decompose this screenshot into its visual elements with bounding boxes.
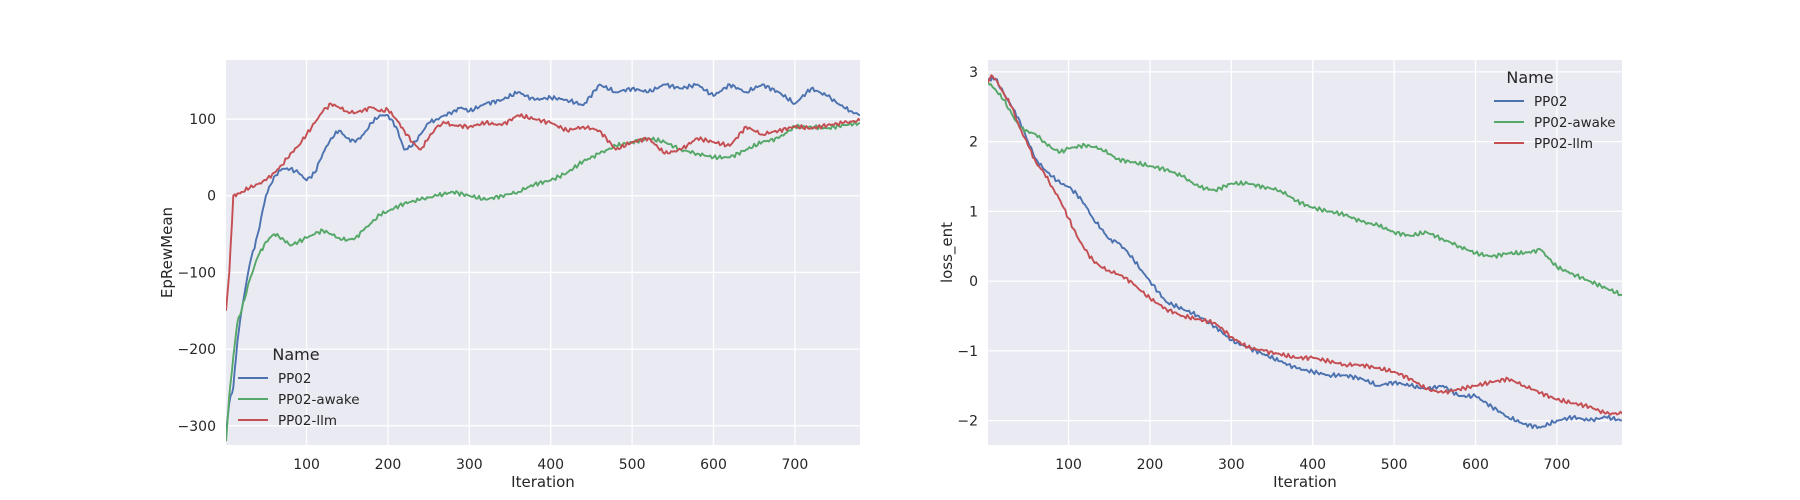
series-line-pp02 xyxy=(988,75,1622,430)
legend-label: PP02-awake xyxy=(1534,115,1616,131)
x-tick-label: 500 xyxy=(619,457,646,473)
y-tick-label: −300 xyxy=(178,419,216,435)
series-line-pp02-awake xyxy=(988,81,1622,297)
series-lines xyxy=(988,74,1622,430)
x-tick-label: 100 xyxy=(1055,457,1082,473)
gridlines xyxy=(226,60,860,445)
legend-title: Name xyxy=(1506,68,1553,87)
chart-1: 100 200 300 400 500 600 700 −300 −200 −100 0 100 Ite… xyxy=(158,60,860,491)
y-tick-label: 3 xyxy=(969,65,978,81)
series-line-pp02 xyxy=(226,82,860,434)
legend-label: PP02-llm xyxy=(278,413,337,429)
legend: Name PP02 PP02-awake PP02-llm xyxy=(1494,68,1616,152)
y-tick-label: 1 xyxy=(969,204,978,220)
x-tick-label: 200 xyxy=(1137,457,1164,473)
x-tick-label: 300 xyxy=(1218,457,1245,473)
x-tick-label: 600 xyxy=(700,457,727,473)
y-axis-label: EpRewMean xyxy=(158,207,176,298)
x-axis-label: Iteration xyxy=(1273,473,1337,491)
x-axis-label: Iteration xyxy=(511,473,575,491)
series-line-pp02-awake xyxy=(226,120,860,442)
y-axis-label: loss_ent xyxy=(938,222,957,283)
plot-background xyxy=(226,60,860,445)
x-tick-label: 200 xyxy=(375,457,402,473)
series-lines xyxy=(226,82,860,442)
y-tick-label: −200 xyxy=(178,342,216,358)
series-line-pp02-llm xyxy=(988,74,1622,416)
gridlines xyxy=(988,60,1622,445)
x-tick-label: 700 xyxy=(1544,457,1571,473)
x-tick-label: 400 xyxy=(537,457,564,473)
x-tick-label: 500 xyxy=(1381,457,1408,473)
y-tick-label: 2 xyxy=(969,135,978,151)
y-tick-label: −1 xyxy=(957,344,978,360)
legend-label: PP02 xyxy=(278,371,311,387)
legend-label: PP02 xyxy=(1534,94,1567,110)
series-line-pp02-llm xyxy=(226,102,860,311)
y-tick-label: −2 xyxy=(957,414,978,430)
y-tick-label: 100 xyxy=(189,112,216,128)
x-tick-label: 700 xyxy=(782,457,809,473)
x-tick-label: 100 xyxy=(293,457,320,473)
legend-title: Name xyxy=(272,345,319,364)
y-tick-label: 0 xyxy=(969,274,978,290)
x-tick-label: 400 xyxy=(1299,457,1326,473)
x-tick-label: 600 xyxy=(1462,457,1489,473)
y-tick-label: −100 xyxy=(178,265,216,281)
y-tick-label: 0 xyxy=(207,189,216,205)
chart-2: 100 200 300 400 500 600 700 −2 −1 0 1 2 3 Iteration lo… xyxy=(938,60,1622,491)
legend-label: PP02-llm xyxy=(1534,136,1593,152)
x-tick-label: 300 xyxy=(456,457,483,473)
legend: Name PP02 PP02-awake PP02-llm xyxy=(238,345,360,429)
legend-label: PP02-awake xyxy=(278,392,360,408)
